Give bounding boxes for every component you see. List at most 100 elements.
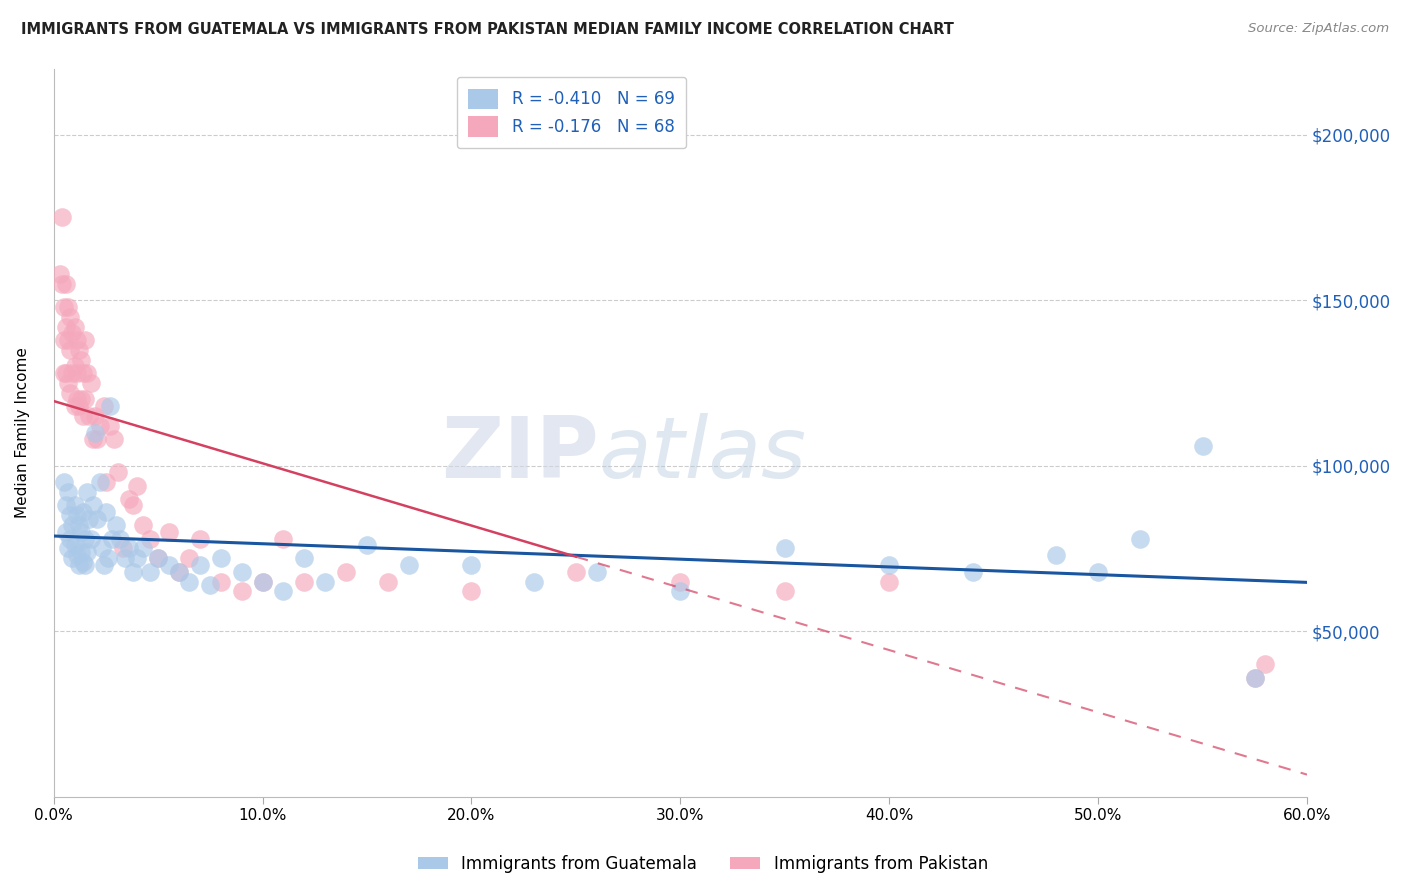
Point	[72, 505, 94, 519]
Point	[94, 505, 117, 519]
Point	[73, 532, 96, 546]
Point	[157, 558, 180, 572]
Point	[157, 524, 180, 539]
Point	[65, 548, 87, 562]
Point	[146, 551, 169, 566]
Point	[460, 584, 482, 599]
Point	[55, 277, 77, 291]
Y-axis label: Median Family Income: Median Family Income	[15, 347, 30, 518]
Point	[773, 541, 796, 556]
Point	[1243, 671, 1265, 685]
Point	[179, 574, 201, 589]
Point	[773, 584, 796, 599]
Point	[231, 565, 253, 579]
Point	[107, 466, 129, 480]
Point	[76, 545, 98, 559]
Point	[122, 565, 145, 579]
Point	[93, 399, 115, 413]
Point	[62, 551, 84, 566]
Point	[93, 558, 115, 572]
Point	[82, 432, 104, 446]
Point	[252, 574, 274, 589]
Point	[118, 541, 141, 556]
Point	[103, 432, 125, 446]
Point	[49, 267, 72, 281]
Point	[72, 409, 94, 423]
Text: ZIP: ZIP	[441, 413, 599, 496]
Point	[58, 300, 80, 314]
Point	[111, 541, 134, 556]
Point	[86, 511, 108, 525]
Point	[101, 532, 124, 546]
Point	[55, 319, 77, 334]
Point	[97, 551, 120, 566]
Point	[73, 558, 96, 572]
Point	[59, 310, 82, 324]
Point	[86, 432, 108, 446]
Point	[72, 555, 94, 569]
Point	[1191, 439, 1213, 453]
Point	[118, 491, 141, 506]
Point	[138, 565, 160, 579]
Point	[58, 485, 80, 500]
Point	[1045, 548, 1067, 562]
Point	[55, 366, 77, 380]
Point	[98, 419, 121, 434]
Point	[53, 333, 76, 347]
Point	[188, 532, 211, 546]
Point	[63, 538, 86, 552]
Point	[59, 343, 82, 357]
Point	[398, 558, 420, 572]
Point	[69, 545, 91, 559]
Point	[76, 366, 98, 380]
Point	[62, 366, 84, 380]
Point	[51, 211, 73, 225]
Point	[231, 584, 253, 599]
Point	[51, 277, 73, 291]
Point	[209, 574, 232, 589]
Point	[58, 376, 80, 390]
Point	[356, 538, 378, 552]
Point	[167, 565, 190, 579]
Point	[80, 376, 103, 390]
Point	[53, 300, 76, 314]
Point	[59, 532, 82, 546]
Point	[67, 399, 90, 413]
Point	[73, 392, 96, 407]
Point	[314, 574, 336, 589]
Point	[585, 565, 607, 579]
Point	[63, 319, 86, 334]
Text: Source: ZipAtlas.com: Source: ZipAtlas.com	[1249, 22, 1389, 36]
Point	[67, 518, 90, 533]
Point	[72, 366, 94, 380]
Point	[179, 551, 201, 566]
Point	[1129, 532, 1152, 546]
Point	[62, 518, 84, 533]
Point	[127, 551, 149, 566]
Point	[65, 392, 87, 407]
Point	[1087, 565, 1109, 579]
Point	[89, 419, 111, 434]
Point	[377, 574, 399, 589]
Legend: Immigrants from Guatemala, Immigrants from Pakistan: Immigrants from Guatemala, Immigrants fr…	[412, 848, 994, 880]
Point	[669, 574, 692, 589]
Point	[877, 574, 900, 589]
Point	[200, 578, 222, 592]
Point	[67, 558, 90, 572]
Point	[127, 478, 149, 492]
Point	[98, 399, 121, 413]
Point	[110, 532, 132, 546]
Point	[460, 558, 482, 572]
Point	[138, 532, 160, 546]
Point	[273, 532, 295, 546]
Point	[76, 485, 98, 500]
Point	[69, 352, 91, 367]
Point	[55, 524, 77, 539]
Point	[62, 326, 84, 341]
Point	[132, 541, 155, 556]
Point	[77, 511, 100, 525]
Point	[80, 532, 103, 546]
Legend: R = -0.410   N = 69, R = -0.176   N = 68: R = -0.410 N = 69, R = -0.176 N = 68	[457, 77, 686, 148]
Point	[63, 399, 86, 413]
Point	[335, 565, 357, 579]
